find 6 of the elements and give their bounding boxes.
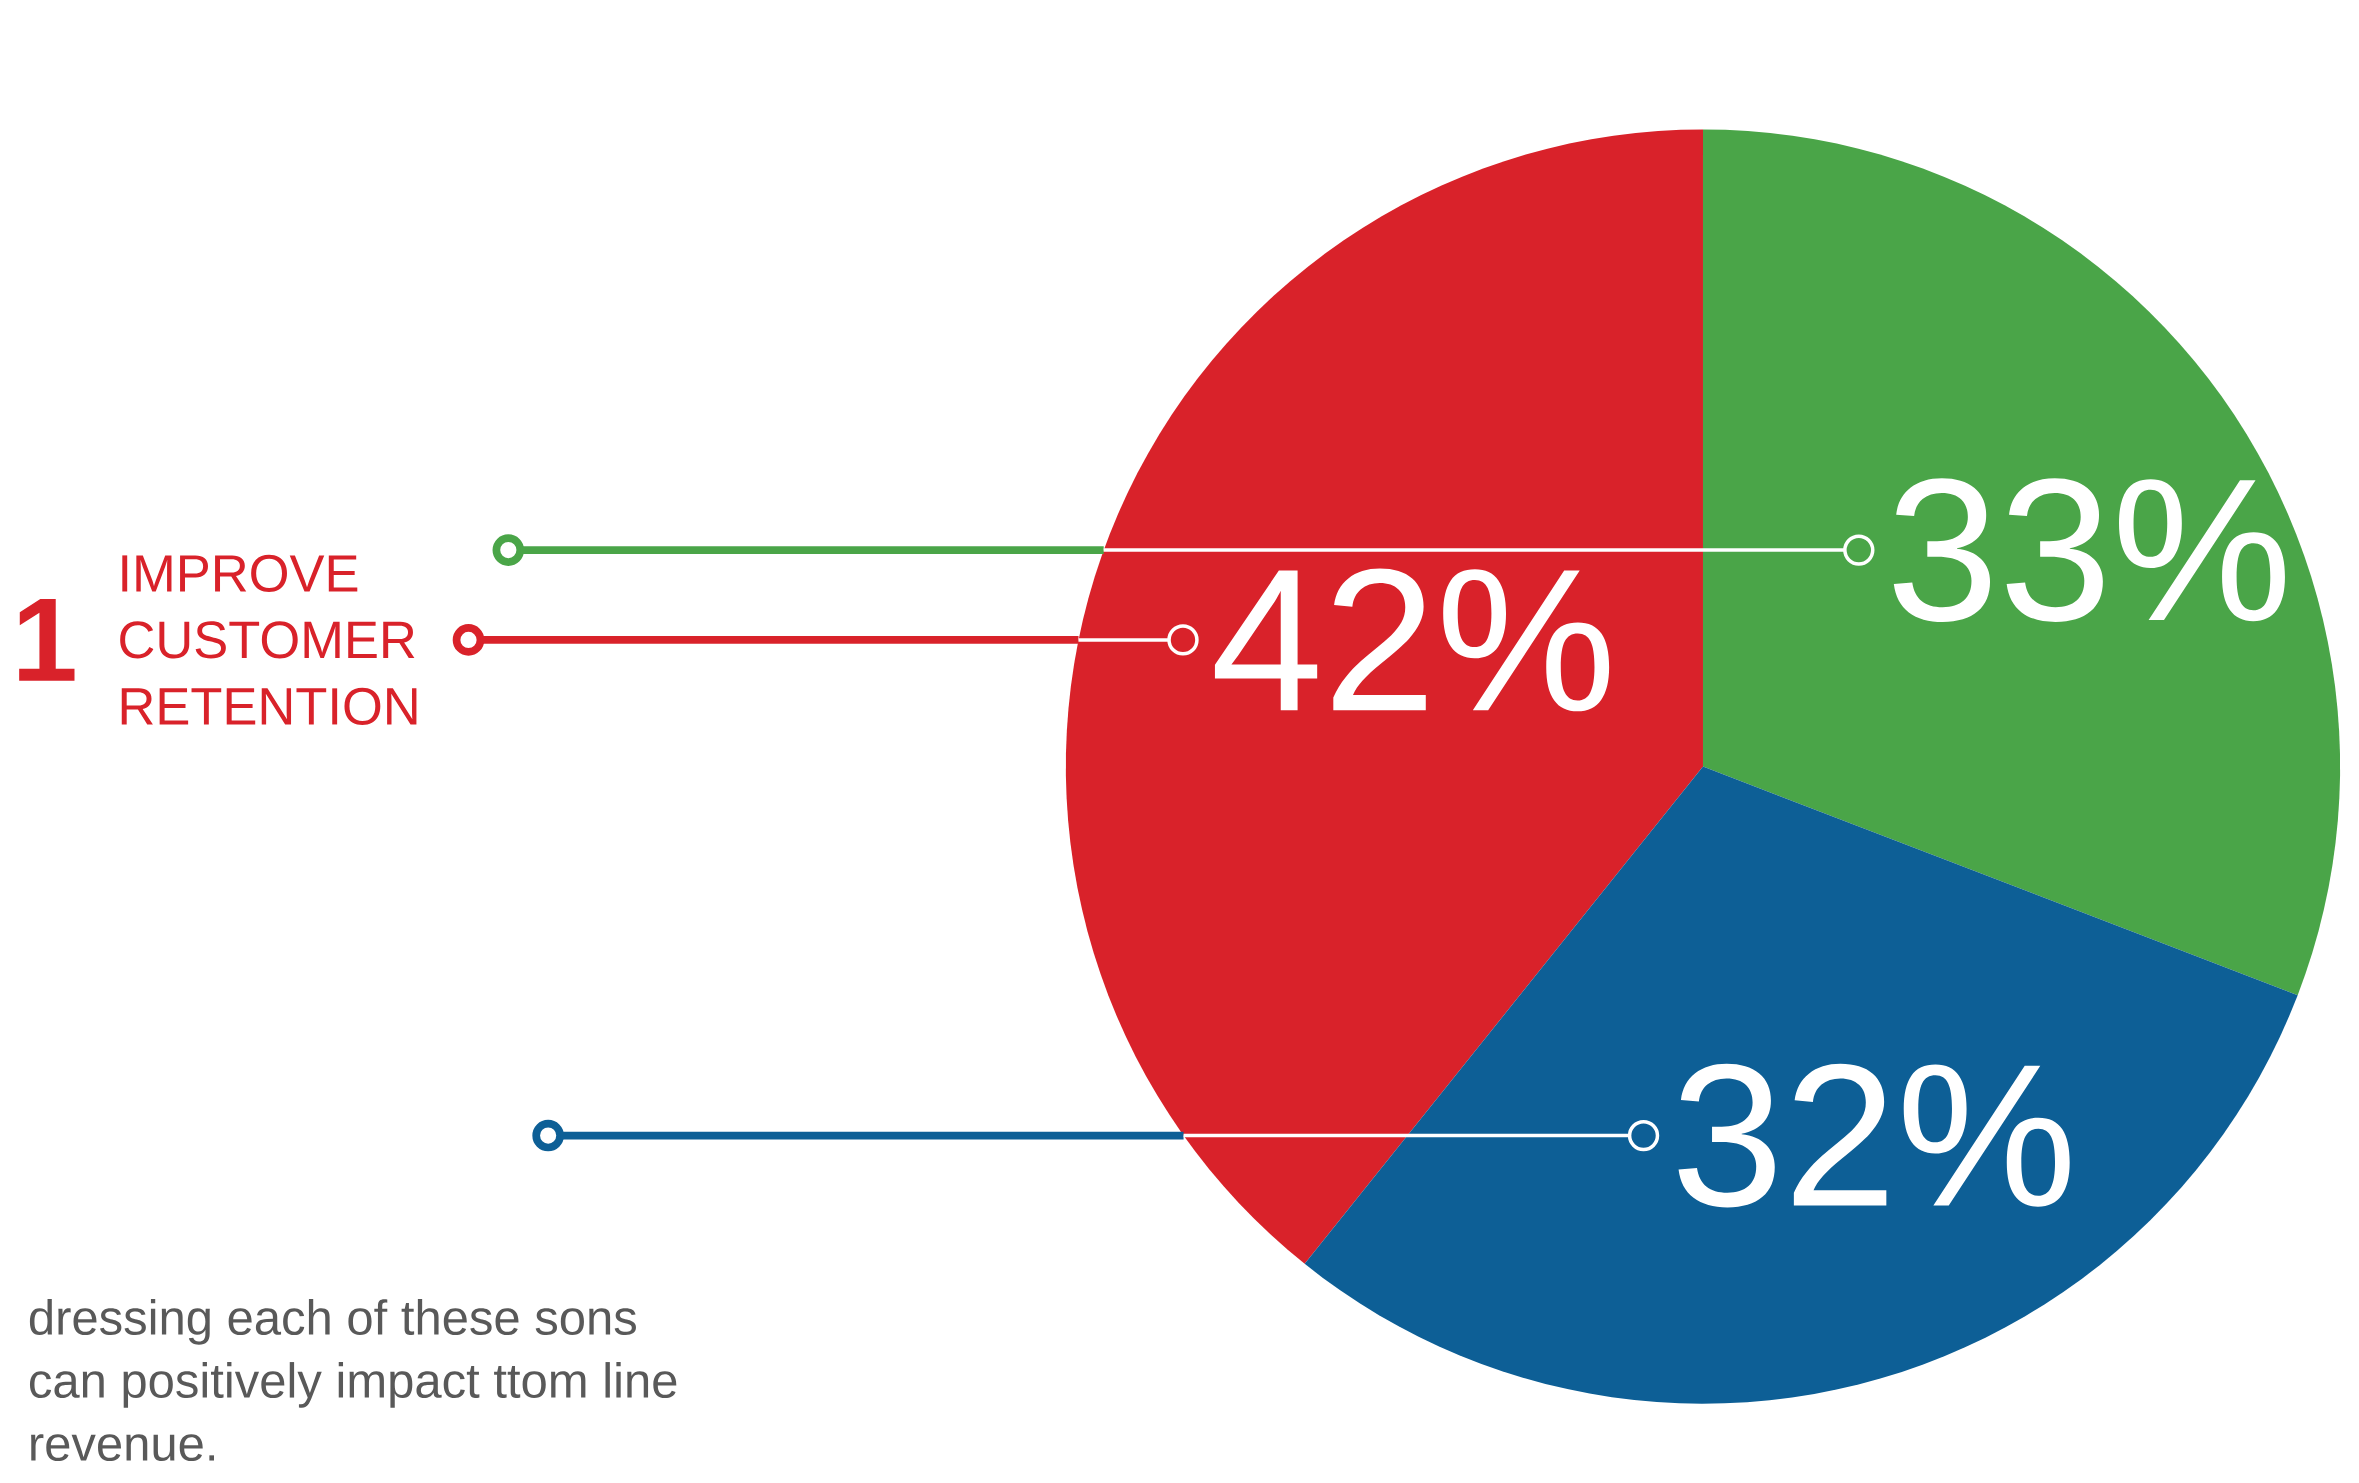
data-label: 42% — [1214, 568, 1610, 712]
legend-label: IMPROVE CUSTOMER RETENTION — [120, 554, 417, 725]
data-label: 32% — [1678, 1063, 2070, 1208]
text: 1 — [19, 598, 75, 681]
text: dressing each of these sons can positively impact ttom line revenue. — [29, 1298, 677, 1461]
data-label: 33% — [1893, 478, 2285, 622]
